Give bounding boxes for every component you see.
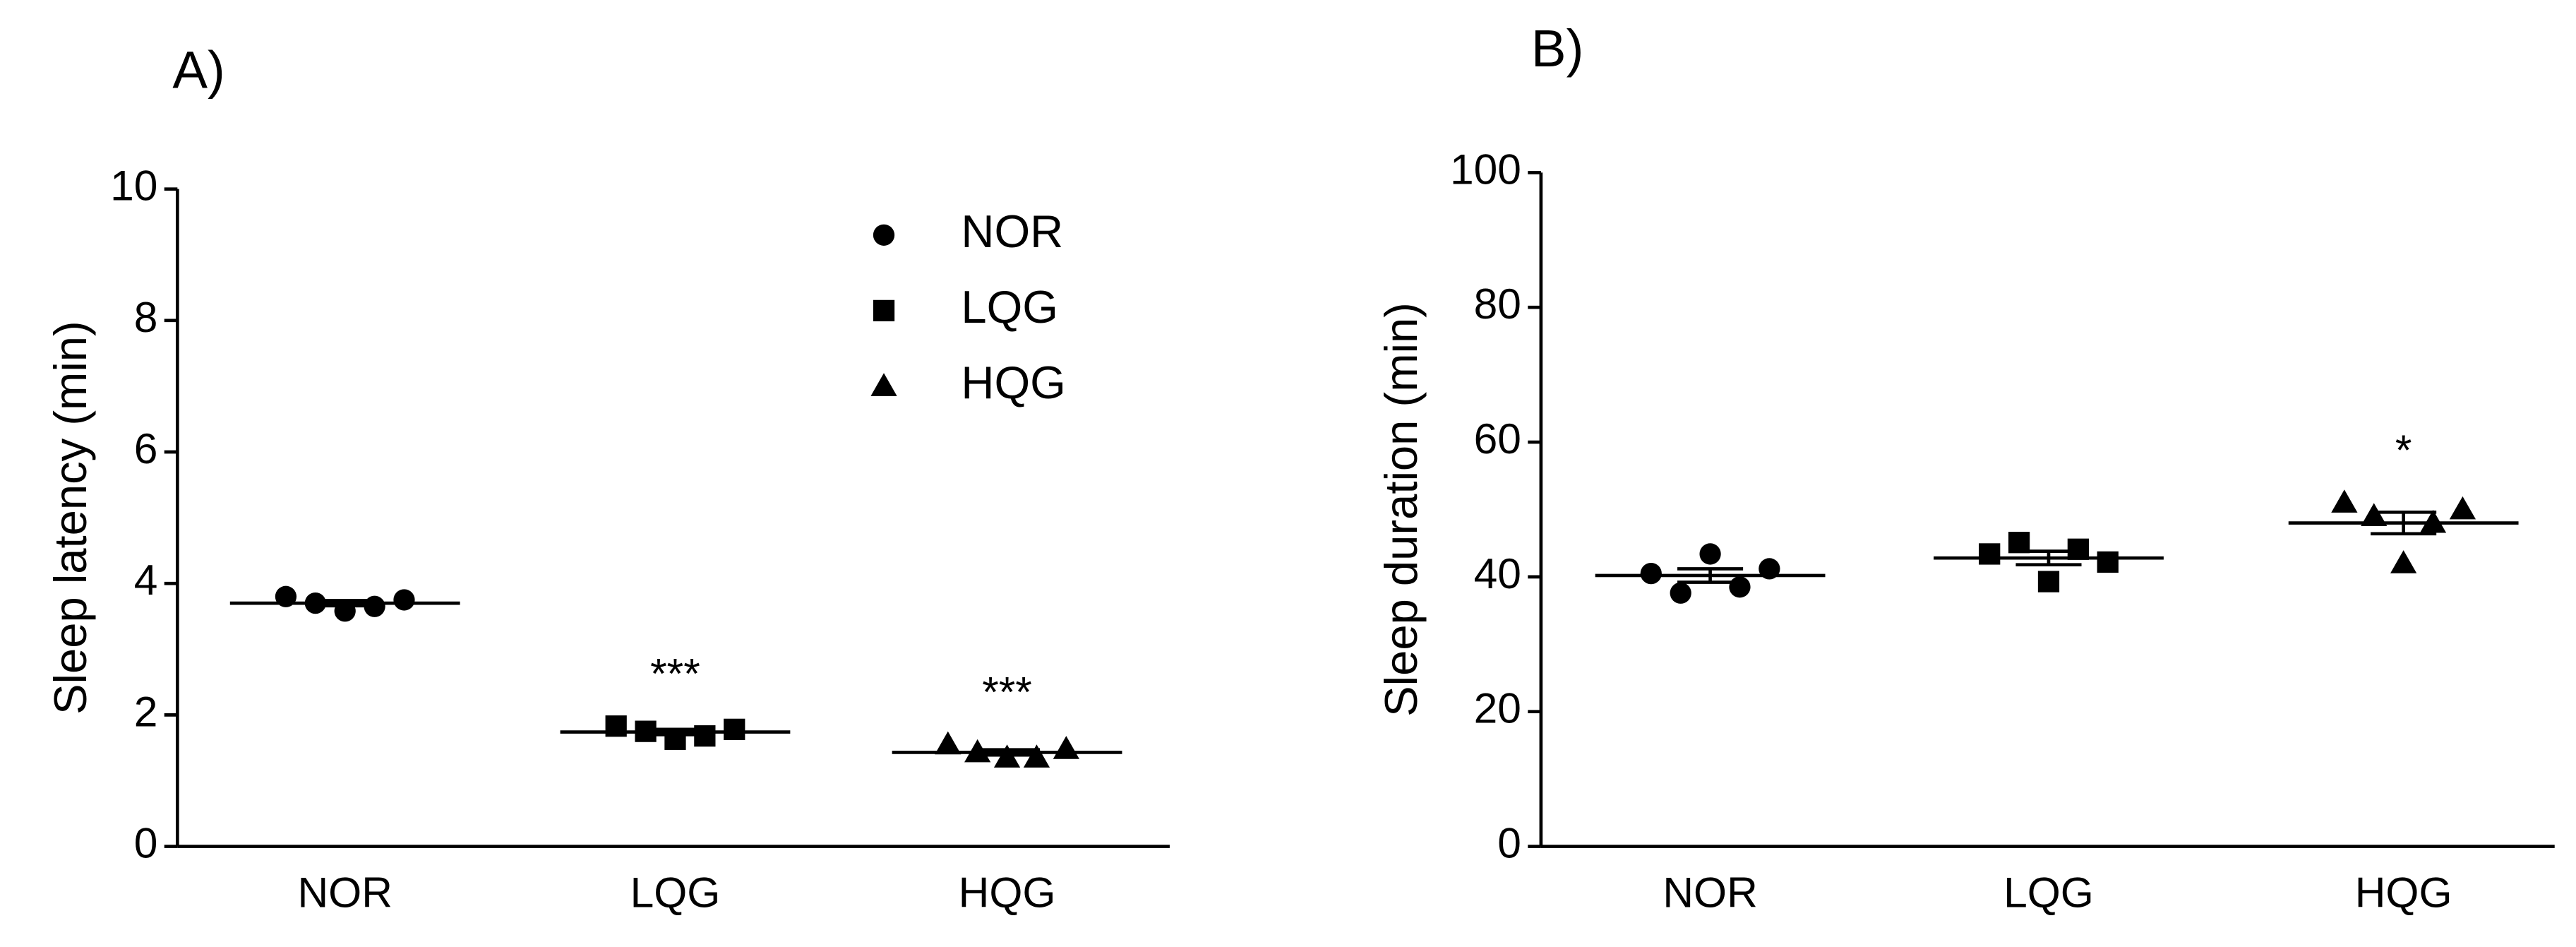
data-point — [870, 373, 897, 396]
significance-label: *** — [650, 649, 700, 697]
data-point — [2037, 571, 2060, 592]
y-tick-label: 2 — [134, 687, 158, 735]
y-tick-label: 20 — [1474, 684, 1521, 732]
y-tick-label: 10 — [110, 162, 157, 210]
y-tick-label: 8 — [134, 293, 158, 341]
data-point — [1670, 582, 1691, 604]
data-point — [1640, 562, 1662, 585]
x-tick-label: HQG — [2355, 868, 2452, 916]
y-tick-label: 0 — [134, 819, 158, 867]
x-tick-label: HQG — [959, 868, 1056, 916]
data-point — [873, 224, 895, 246]
significance-label: * — [2395, 426, 2412, 474]
data-point — [2097, 551, 2119, 573]
significance-label: *** — [982, 667, 1032, 715]
y-tick-label: 6 — [134, 424, 158, 472]
legend-label: LQG — [961, 281, 1058, 333]
data-point — [2390, 550, 2417, 573]
y-tick-label: 0 — [1497, 819, 1521, 867]
y-tick-label: 80 — [1474, 280, 1521, 328]
data-point — [2449, 496, 2476, 520]
data-point — [873, 299, 895, 322]
data-point — [2331, 489, 2358, 513]
y-axis-label: Sleep latency (min) — [44, 321, 96, 715]
x-tick-label: LQG — [2003, 868, 2094, 916]
y-tick-label: 4 — [134, 556, 158, 604]
data-point — [393, 589, 415, 611]
panel-label: B) — [1531, 19, 1583, 78]
panel-label: A) — [172, 40, 224, 99]
legend-label: HQG — [961, 357, 1065, 408]
data-point — [935, 731, 961, 755]
legend-label: NOR — [961, 206, 1063, 257]
x-tick-label: NOR — [297, 868, 392, 916]
data-point — [1979, 543, 2001, 565]
y-tick-label: 40 — [1474, 549, 1521, 597]
data-point — [1053, 736, 1079, 759]
x-tick-label: LQG — [630, 868, 721, 916]
y-tick-label: 100 — [1450, 145, 1521, 193]
x-tick-label: NOR — [1663, 868, 1757, 916]
data-point — [2361, 503, 2388, 526]
data-point — [1729, 576, 1751, 598]
y-axis-label: Sleep duration (min) — [1375, 302, 1427, 717]
data-point — [1699, 543, 1721, 565]
y-tick-label: 60 — [1474, 415, 1521, 463]
data-point — [724, 718, 745, 740]
